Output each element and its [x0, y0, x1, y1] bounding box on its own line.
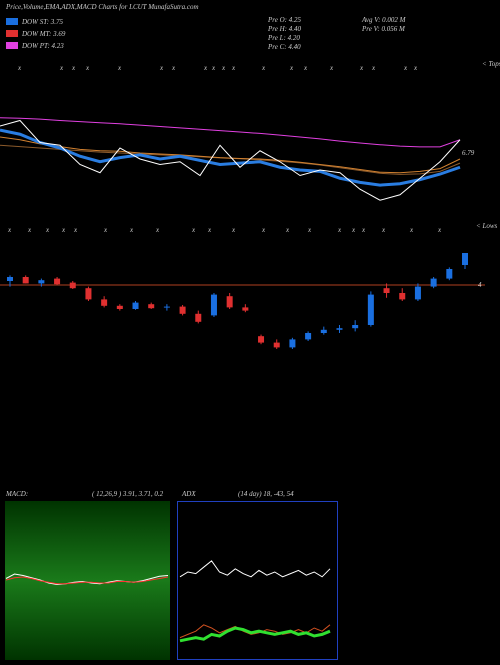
- candle-body: [399, 293, 406, 300]
- level-label: 4: [478, 281, 482, 289]
- low-marker: x: [351, 226, 356, 234]
- candle-body: [132, 302, 139, 309]
- top-marker: x: [221, 64, 226, 72]
- legend-swatch: [6, 18, 18, 25]
- low-marker: x: [285, 226, 290, 234]
- low-marker: x: [307, 226, 312, 234]
- macd-title: MACD:: [5, 490, 28, 498]
- lows-label: < Lows: [476, 222, 498, 230]
- candle-body: [210, 294, 217, 316]
- candle-body: [195, 313, 202, 322]
- candle-body: [446, 269, 453, 279]
- tops-label: < Tops: [482, 60, 500, 68]
- top-marker: x: [59, 64, 64, 72]
- low-marker: x: [337, 226, 342, 234]
- candle-body: [462, 253, 468, 265]
- candle-body: [38, 280, 45, 284]
- top-marker: x: [289, 64, 294, 72]
- info-text: Avg V: 0.002 M: [361, 16, 407, 24]
- top-marker: x: [159, 64, 164, 72]
- top-marker: x: [329, 64, 334, 72]
- top-marker: x: [211, 64, 216, 72]
- candle-body: [163, 306, 170, 308]
- low-marker: x: [7, 226, 12, 234]
- low-marker: x: [155, 226, 160, 234]
- series-line: [0, 119, 461, 201]
- series-line: [5, 576, 169, 585]
- top-marker: x: [231, 64, 236, 72]
- low-marker: x: [409, 226, 414, 234]
- candle-body: [320, 329, 327, 333]
- candle-body: [414, 286, 421, 300]
- chart-title: Price,Volume,EMA,ADX,MACD Charts for LCU…: [5, 3, 199, 11]
- top-marker: x: [403, 64, 408, 72]
- candle-body: [258, 336, 265, 343]
- legend-label: DOW ST: 3.75: [21, 18, 64, 26]
- candle-body: [148, 304, 155, 309]
- top-marker: x: [413, 64, 418, 72]
- adx-params: (14 day) 18, -43, 54: [238, 490, 294, 498]
- legend-label: DOW MT: 3.69: [21, 30, 66, 38]
- info-text: Pre O: 4.25: [267, 16, 301, 24]
- legend-swatch: [6, 30, 18, 37]
- info-text: Pre C: 4.40: [267, 43, 301, 51]
- low-marker: x: [27, 226, 32, 234]
- series-line: [0, 128, 461, 187]
- low-marker: x: [231, 226, 236, 234]
- info-text: Pre V: 0.056 M: [361, 25, 406, 33]
- candle-body: [226, 296, 233, 308]
- candle-body: [430, 278, 437, 287]
- low-marker: x: [207, 226, 212, 234]
- series-line: [179, 560, 331, 578]
- top-marker: x: [359, 64, 364, 72]
- series-line: [0, 117, 461, 148]
- low-marker: x: [61, 226, 66, 234]
- candle-body: [7, 277, 13, 281]
- top-marker: x: [203, 64, 208, 72]
- adx-title: ADX: [181, 490, 196, 498]
- low-marker: x: [381, 226, 386, 234]
- top-marker: x: [17, 64, 22, 72]
- candle-body: [69, 282, 76, 289]
- low-marker: x: [45, 226, 50, 234]
- info-text: Pre L: 4.20: [267, 34, 300, 42]
- low-marker: x: [103, 226, 108, 234]
- macd-params: ( 12,26,9 ) 3.91, 3.71, 0.2: [92, 490, 164, 498]
- candle-body: [367, 294, 374, 325]
- series-line: [0, 144, 461, 175]
- candle-body: [85, 288, 92, 300]
- candle-body: [352, 325, 359, 329]
- candle-body: [336, 328, 343, 330]
- low-marker: x: [129, 226, 134, 234]
- candle-body: [22, 277, 29, 284]
- candle-body: [179, 306, 186, 314]
- low-marker: x: [361, 226, 366, 234]
- series-line: [0, 136, 461, 174]
- legend-label: DOW PT: 4.23: [21, 42, 64, 50]
- top-marker: x: [371, 64, 376, 72]
- top-marker: x: [171, 64, 176, 72]
- candle-body: [242, 307, 249, 311]
- info-text: Pre H: 4.40: [267, 25, 301, 33]
- legend-swatch: [6, 42, 18, 49]
- top-marker: x: [261, 64, 266, 72]
- candle-body: [116, 305, 123, 309]
- top-marker: x: [71, 64, 76, 72]
- candle-body: [289, 339, 296, 348]
- top-marker: x: [117, 64, 122, 72]
- candle-body: [101, 299, 108, 306]
- top-marker: x: [85, 64, 90, 72]
- last-price-label: 6.79: [462, 149, 475, 157]
- low-marker: x: [261, 226, 266, 234]
- candle-body: [305, 333, 312, 340]
- candle-body: [273, 342, 280, 348]
- candle-body: [383, 288, 390, 293]
- top-marker: x: [303, 64, 308, 72]
- low-marker: x: [437, 226, 442, 234]
- low-marker: x: [73, 226, 78, 234]
- low-marker: x: [191, 226, 196, 234]
- candle-body: [54, 278, 61, 285]
- series-line: [179, 626, 331, 643]
